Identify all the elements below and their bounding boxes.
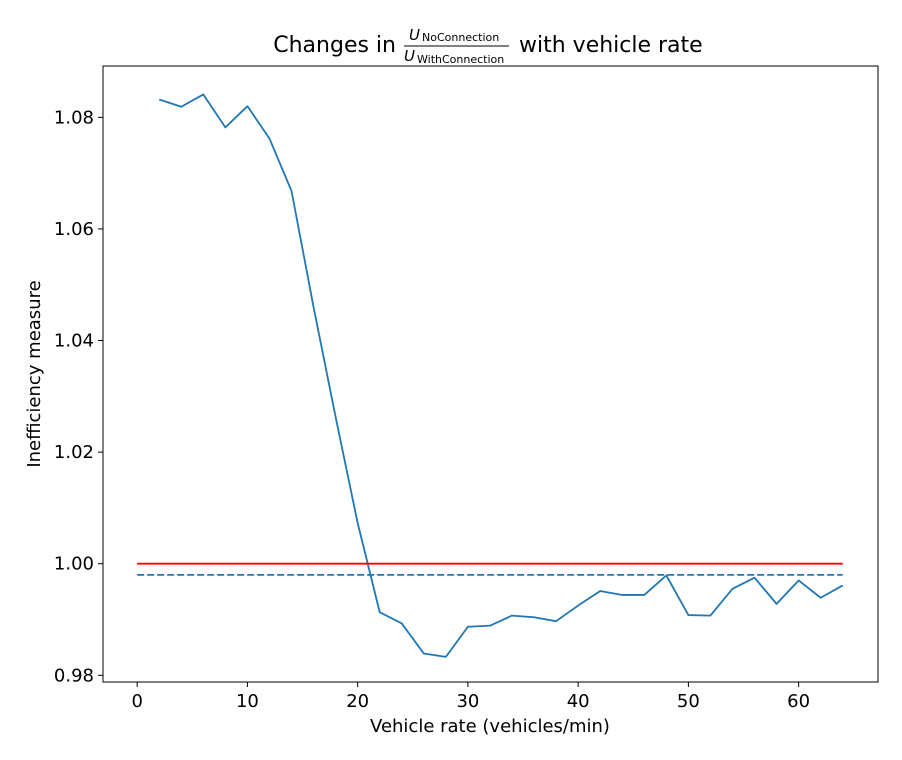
title-suffix: with vehicle rate xyxy=(519,33,703,58)
y-tick-label: 1.00 xyxy=(54,554,94,575)
series-line-0 xyxy=(158,93,844,658)
plot-frame xyxy=(102,65,879,683)
x-axis: 0 10 20 30 40 50 60 xyxy=(131,682,810,712)
y-tick-label: 1.02 xyxy=(54,442,94,463)
x-tick-label: 40 xyxy=(567,691,590,712)
title-denominator-var: U xyxy=(404,47,415,65)
x-tick-label: 20 xyxy=(346,691,369,712)
y-tick-label: 1.04 xyxy=(54,331,94,352)
title-numerator-sub: NoConnection xyxy=(422,31,499,44)
x-tick-label: 10 xyxy=(236,691,259,712)
x-tick-label: 0 xyxy=(131,691,142,712)
y-axis-label: Inefficiency measure xyxy=(24,280,45,467)
y-tick-label: 0.98 xyxy=(54,665,94,686)
y-tick-label: 1.08 xyxy=(54,107,94,128)
series-layer xyxy=(137,93,844,658)
title-numerator-var: U xyxy=(409,26,420,44)
chart-title: Changes in U NoConnection U WithConnecti… xyxy=(273,26,702,66)
x-axis-label: Vehicle rate (vehicles/min) xyxy=(370,716,610,737)
y-tick-label: 1.06 xyxy=(54,219,94,240)
x-tick-label: 50 xyxy=(677,691,700,712)
x-tick-label: 60 xyxy=(787,691,810,712)
y-axis: 0.98 1.00 1.02 1.04 1.06 1.08 xyxy=(54,107,103,686)
title-prefix: Changes in xyxy=(273,33,396,58)
x-tick-label: 30 xyxy=(456,691,479,712)
title-denominator-sub: WithConnection xyxy=(417,53,504,66)
